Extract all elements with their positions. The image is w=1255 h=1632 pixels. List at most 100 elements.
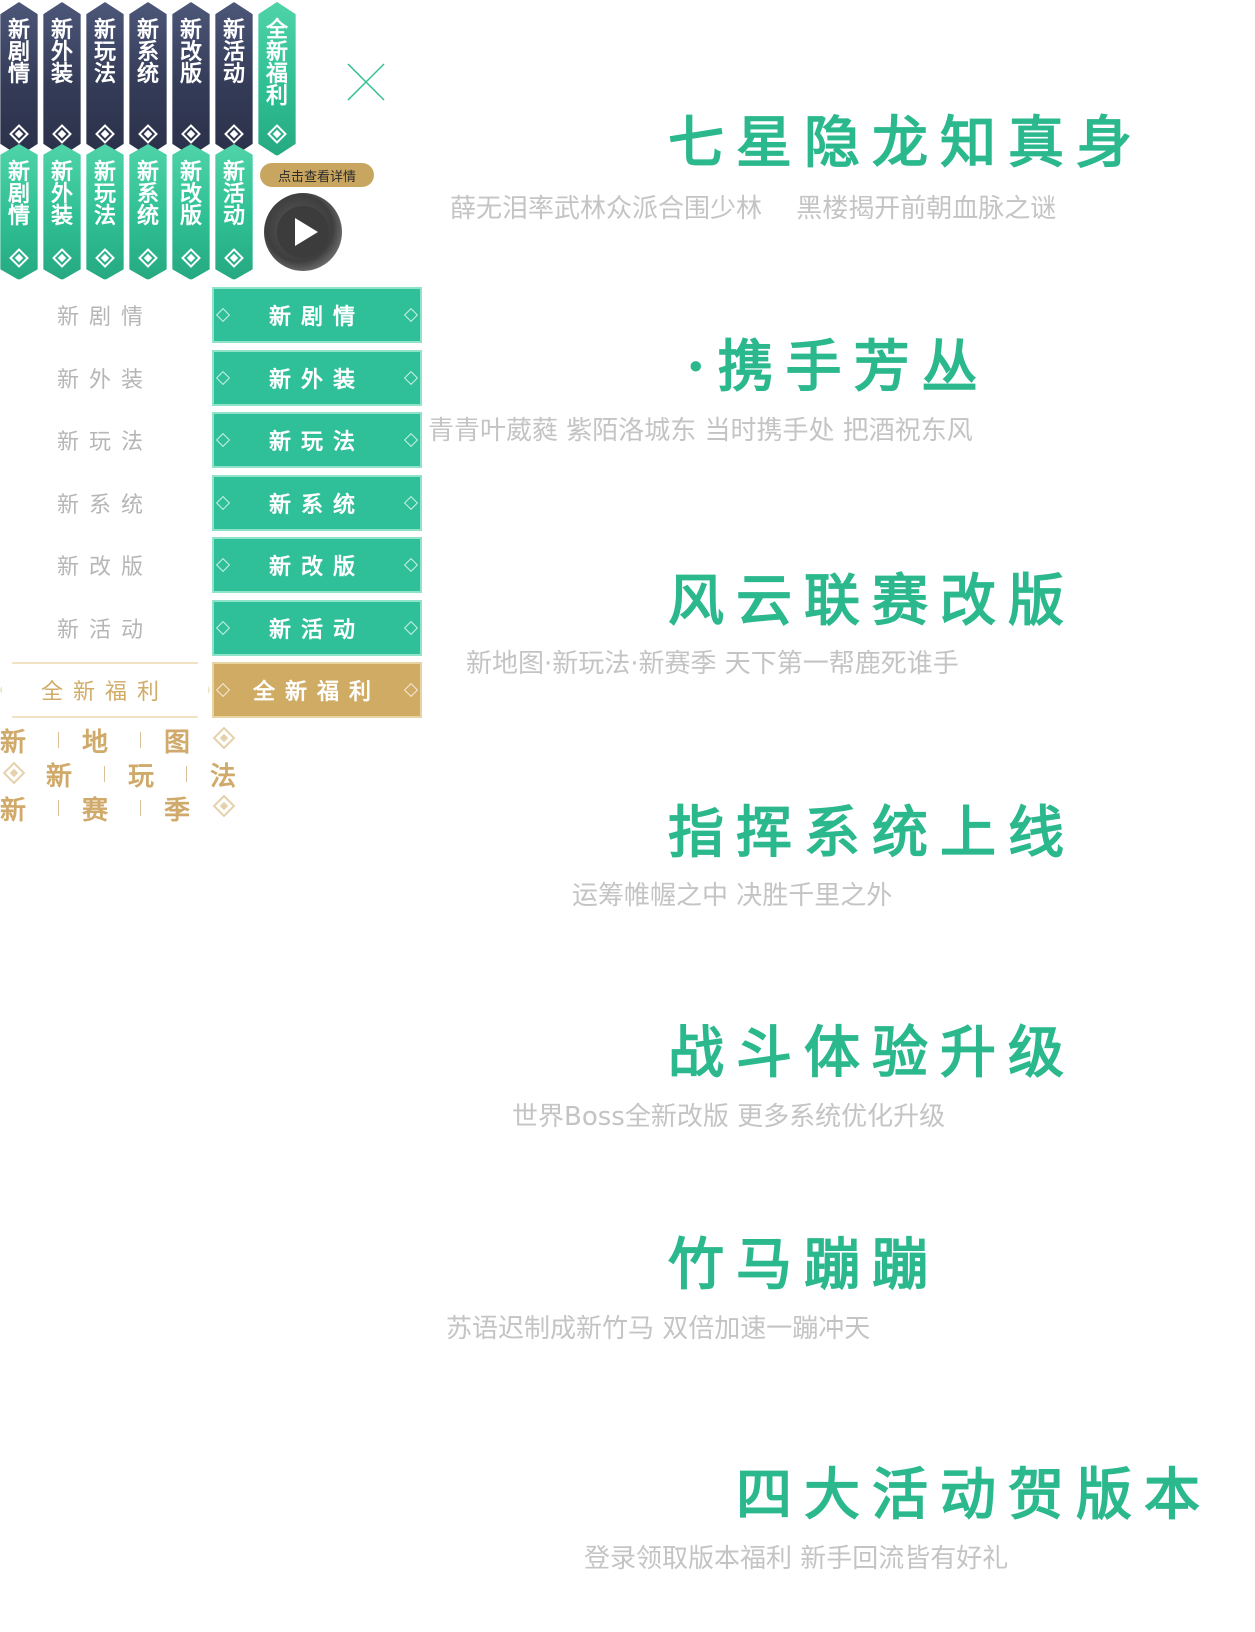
section-title: ·携手芳丛 — [686, 334, 990, 400]
menu-button-label: 新玩法 — [268, 429, 365, 455]
section-subtitle: 世界Boss全新改版 更多系统优化升级 — [512, 1102, 946, 1132]
menu-item-label: 新外装 — [56, 367, 153, 393]
welfare-item-outline-label: 全新福利 — [40, 680, 169, 705]
menu-item-label: 新剧情 — [56, 305, 153, 330]
menu-button-label: 新系统 — [268, 491, 365, 518]
menu-item[interactable]: 新活动 — [0, 600, 210, 656]
grid-char: 新 — [46, 762, 73, 792]
section-title: 七星隐龙知真身 — [668, 110, 1144, 176]
grid-char: 新 — [0, 796, 27, 826]
diamond-icon — [181, 248, 201, 268]
vertical-tab-label: 新改版 — [180, 159, 203, 229]
vertical-tab[interactable]: 新系统 — [129, 144, 167, 280]
vertical-tab-label: 新玩法 — [94, 159, 117, 229]
vertical-tab-label: 新活动 — [223, 17, 246, 87]
diamond-icon — [2, 761, 26, 785]
vertical-tab-label: 全新福利 — [266, 17, 289, 109]
section-title: 指挥系统上线 — [668, 800, 1076, 866]
grid-char: 赛 — [82, 796, 109, 826]
vertical-tab-label: 新剧情 — [8, 159, 31, 229]
diamond-icon — [224, 124, 244, 144]
play-button[interactable] — [264, 193, 342, 271]
menu-button-active[interactable]: 新外装 — [212, 349, 422, 406]
grid-char: 法 — [210, 762, 237, 792]
grid-char: 新 — [0, 728, 27, 758]
menu-button-label: 新外装 — [268, 366, 365, 393]
grid-separator — [104, 766, 105, 782]
vertical-tab[interactable]: 新改版 — [172, 2, 210, 156]
vertical-tab[interactable]: 新活动 — [215, 2, 253, 156]
menu-item-label: 新改版 — [56, 555, 153, 580]
menu-item[interactable]: 新改版 — [0, 537, 210, 593]
diamond-icon — [267, 124, 287, 144]
menu-item-label: 新玩法 — [56, 430, 153, 455]
diamond-icon — [138, 248, 158, 268]
menu-button-active[interactable]: 新改版 — [212, 537, 422, 593]
video-detail-badge-label: 点击查看详情 — [277, 169, 356, 185]
diamond-icon — [212, 794, 236, 818]
vertical-tab-label: 新玩法 — [94, 17, 117, 87]
menu-item[interactable]: 新外装 — [0, 350, 210, 406]
section-subtitle: 登录领取版本福利 新手回流皆有好礼 — [584, 1544, 1009, 1574]
diamond-icon — [95, 124, 115, 144]
vertical-tab-label: 新剧情 — [8, 17, 31, 87]
section-title: 四大活动贺版本 — [736, 1462, 1212, 1528]
grid-char: 地 — [82, 728, 109, 758]
grid-separator — [140, 800, 141, 816]
diamond-icon — [9, 124, 29, 144]
menu-button-label: 新活动 — [268, 616, 365, 643]
video-detail-badge[interactable]: 点击查看详情 — [260, 163, 374, 187]
menu-item[interactable]: 新系统 — [0, 475, 210, 531]
vertical-tab-label: 新系统 — [137, 159, 160, 229]
welfare-button-label: 全新福利 — [252, 679, 381, 705]
section-title: 风云联赛改版 — [668, 568, 1076, 634]
diamond-icon — [52, 124, 72, 144]
grid-char: 季 — [164, 796, 191, 826]
vertical-tab-label: 新活动 — [223, 159, 246, 229]
vertical-tab[interactable]: 全新福利 — [258, 2, 296, 156]
vertical-tab[interactable]: 新系统 — [129, 2, 167, 156]
vertical-tab[interactable]: 新剧情 — [0, 144, 38, 280]
grid-separator — [186, 766, 187, 782]
vertical-tab-label: 新改版 — [180, 17, 203, 87]
grid-separator — [140, 732, 141, 748]
grid-separator — [58, 732, 59, 748]
section-title: 战斗体验升级 — [668, 1020, 1076, 1086]
section-subtitle: 青青叶葳蕤 紫陌洛城东 当时携手处 把酒祝东风 — [428, 416, 973, 446]
diamond-icon — [95, 248, 115, 268]
menu-button-active[interactable]: 新剧情 — [212, 287, 422, 343]
welfare-item-outline[interactable]: 全新福利 — [0, 662, 210, 718]
section-title: 竹马蹦蹦 — [668, 1232, 940, 1298]
vertical-tab[interactable]: 新玩法 — [86, 2, 124, 156]
vertical-tab[interactable]: 新外装 — [43, 144, 81, 280]
close-icon[interactable] — [346, 62, 386, 102]
diamond-icon — [212, 726, 236, 750]
menu-button-active[interactable]: 新活动 — [212, 599, 422, 656]
diamond-icon — [138, 124, 158, 144]
diamond-icon — [52, 248, 72, 268]
menu-item[interactable]: 新玩法 — [0, 412, 210, 468]
diamond-icon — [224, 248, 244, 268]
vertical-tab-label: 新外装 — [51, 17, 74, 87]
vertical-tab[interactable]: 新活动 — [215, 144, 253, 280]
vertical-tab[interactable]: 新玩法 — [86, 144, 124, 280]
menu-button-active[interactable]: 新玩法 — [212, 412, 422, 468]
section-subtitle: 运筹帷幄之中 决胜千里之外 — [572, 881, 893, 911]
vertical-tab[interactable]: 新剧情 — [0, 2, 38, 156]
grid-separator — [58, 800, 59, 816]
menu-item[interactable]: 新剧情 — [0, 287, 210, 343]
menu-button-active[interactable]: 新系统 — [212, 474, 422, 531]
section-subtitle: 苏语迟制成新竹马 双倍加速一蹦冲天 — [446, 1314, 871, 1344]
menu-item-label: 新活动 — [56, 617, 153, 643]
grid-char: 图 — [164, 728, 191, 758]
section-subtitle: 薛无泪率武林众派合围少林 黑楼揭开前朝血脉之谜 — [450, 194, 1057, 224]
vertical-tab[interactable]: 新改版 — [172, 144, 210, 280]
vertical-tab-label: 新系统 — [137, 17, 160, 87]
menu-button-label: 新改版 — [268, 554, 365, 580]
play-icon — [277, 206, 329, 258]
menu-item-label: 新系统 — [56, 492, 153, 518]
welfare-button[interactable]: 全新福利 — [212, 662, 422, 718]
vertical-tab[interactable]: 新外装 — [43, 2, 81, 156]
diamond-icon — [181, 124, 201, 144]
vertical-tab-label: 新外装 — [51, 159, 74, 229]
